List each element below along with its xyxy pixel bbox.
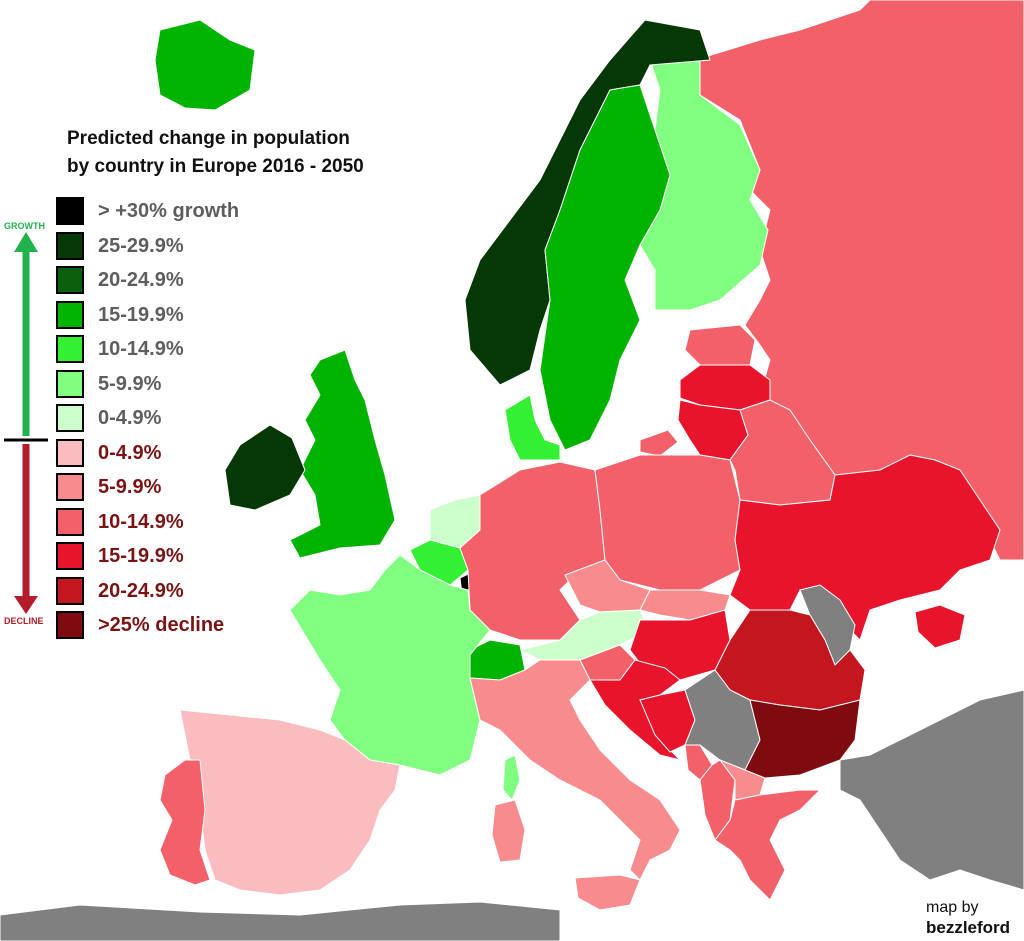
legend-label: 0-4.9%: [98, 441, 162, 464]
legend-label: 0-4.9%: [98, 407, 162, 429]
legend-label: > +30% growth: [98, 200, 240, 222]
region-spain: [179, 709, 401, 896]
region-sicily: [574, 874, 641, 911]
region-portugal: [159, 759, 211, 886]
legend-swatch: [56, 300, 84, 329]
legend-label: 5-9.9%: [98, 476, 162, 498]
legend-label: 10-14.9%: [98, 510, 184, 533]
legend-swatch: [56, 404, 84, 432]
legend-swatch: [56, 231, 84, 260]
region-kaliningrad: [639, 429, 679, 457]
legend-label: 25-29.9%: [98, 234, 184, 257]
region-italy: [469, 659, 681, 881]
region-poland: [594, 454, 741, 591]
map-title: Predicted change in population by countr…: [67, 125, 364, 181]
decline-axis-label: DECLINE: [4, 616, 44, 626]
region-denmark: [504, 394, 561, 461]
decline-arrowhead: [14, 596, 38, 614]
region-estonia: [684, 324, 756, 366]
region-turkey: [839, 689, 1024, 891]
legend-swatch: [56, 438, 84, 467]
region-uk: [289, 349, 396, 559]
legend-swatch: [56, 507, 84, 536]
legend-swatch: [56, 576, 84, 605]
legend-swatch: [56, 473, 84, 501]
region-corsica: [502, 754, 521, 801]
legend-swatch: [56, 335, 84, 363]
legend-label: >25% decline: [98, 614, 225, 636]
legend-label: 20-24.9%: [98, 579, 184, 602]
region-sardinia: [491, 799, 526, 863]
legend-swatch: [56, 611, 84, 639]
region-norway: [464, 19, 711, 386]
credit-by: map by: [926, 899, 979, 916]
region-iceland: [154, 19, 256, 111]
region-sweden: [539, 84, 671, 451]
legend-label: 10-14.9%: [98, 338, 184, 360]
growth-arrowhead: [14, 232, 38, 252]
legend-label: 20-24.9%: [98, 269, 184, 291]
legend-label: 5-9.9%: [98, 372, 162, 395]
region-ireland: [224, 424, 306, 511]
legend-swatch: [56, 542, 84, 570]
legend-swatch: [56, 369, 84, 398]
map-title-line1: Predicted change in population: [67, 128, 350, 149]
legend-swatch: [56, 197, 84, 225]
growth-axis-label: GROWTH: [4, 221, 45, 231]
region-albania: [699, 759, 736, 842]
legend-swatch: [56, 266, 84, 294]
map-title-line2: by country in Europe 2016 - 2050: [67, 156, 364, 177]
map-credit: map by bezzleford: [926, 898, 1010, 938]
region-greece: [714, 789, 822, 901]
region-germany: [459, 461, 606, 641]
legend-label: 15-19.9%: [98, 303, 184, 326]
credit-author: bezzleford: [926, 918, 1011, 937]
region-crimea: [914, 604, 966, 649]
legend-label: 15-19.9%: [98, 545, 184, 567]
growth-decline-axis: GROWTH DECLINE: [4, 221, 48, 626]
region-north-africa: [0, 901, 561, 941]
